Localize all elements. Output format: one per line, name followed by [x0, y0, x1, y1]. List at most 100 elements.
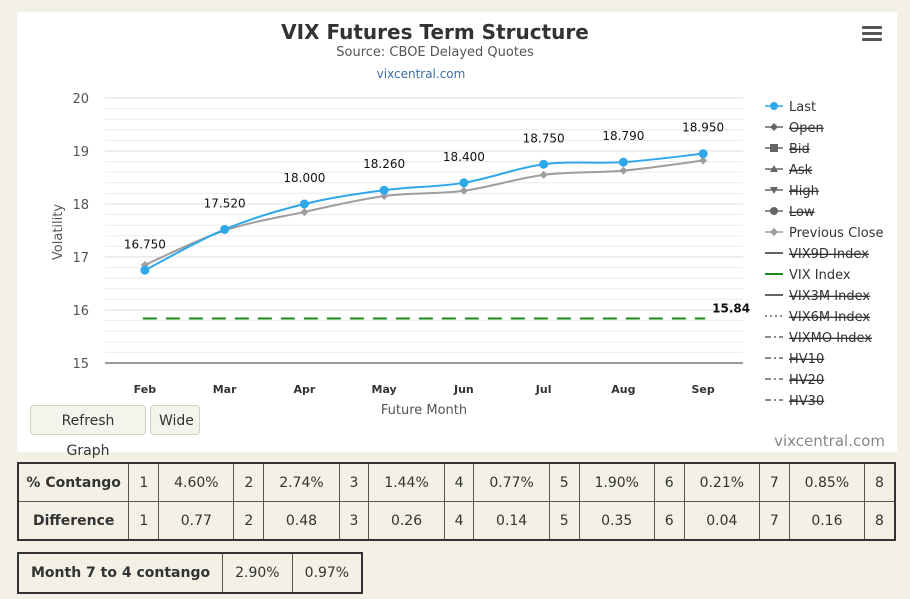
summary-value-cell: 0.97%	[291, 552, 363, 594]
last-data-label: 17.520	[204, 196, 246, 210]
month-index-cell: 3	[338, 501, 370, 541]
x-tick-label: May	[372, 383, 397, 396]
y-tick-label: 19	[72, 145, 89, 160]
x-tick-label: Mar	[213, 383, 237, 396]
value-cell: 0.48	[263, 501, 340, 541]
legend-item-label[interactable]: Open	[789, 121, 824, 136]
last-data-label: 18.950	[682, 121, 724, 135]
month-index-cell: 1	[128, 501, 160, 541]
x-tick-label: Feb	[134, 383, 157, 396]
month-index-cell: 1	[128, 462, 160, 502]
month-index-cell: 6	[653, 462, 685, 502]
y-tick-label: 16	[72, 304, 89, 319]
summary-table: Month 7 to 4 contango 2.90% 0.97%	[17, 552, 364, 594]
value-cell: 1.90%	[578, 462, 655, 502]
legend-item-label[interactable]: HV10	[789, 352, 824, 367]
y-tick-label: 20	[72, 92, 89, 107]
legend-item-label[interactable]: HV30	[789, 394, 824, 409]
last-data-label: 18.400	[443, 150, 485, 164]
chart-panel: VIX Futures Term Structure Source: CBOE D…	[17, 12, 897, 459]
legend-marker	[770, 228, 778, 236]
chart-title: VIX Futures Term Structure	[281, 20, 589, 44]
x-tick-label: Jun	[453, 383, 474, 396]
value-cell: 0.26	[368, 501, 445, 541]
summary-row: Month 7 to 4 contango 2.90% 0.97%	[17, 552, 363, 594]
legend-marker	[770, 187, 778, 194]
wide-button[interactable]: Wide	[150, 405, 200, 435]
contango-table: % Contango 1 4.60% 2 2.74% 3 1.44% 4 0.77% 5 1.90%…	[17, 462, 896, 541]
legend-item-label[interactable]: VIX3M Index	[789, 289, 870, 304]
last-data-label: 18.750	[523, 131, 565, 145]
legend-item-label[interactable]: Previous Close	[789, 226, 884, 241]
legend-marker	[770, 144, 778, 152]
previous-close-point	[539, 170, 548, 179]
legend-item-label[interactable]: VIXMO Index	[789, 331, 872, 346]
last-data-label: 18.000	[283, 171, 325, 185]
row-header: % Contango	[17, 462, 130, 502]
legend-item-label[interactable]: Last	[789, 100, 816, 115]
month-index-cell: 6	[653, 501, 685, 541]
previous-close-line	[144, 159, 704, 266]
value-cell: 4.60%	[158, 462, 235, 502]
value-cell: 0.21%	[683, 462, 760, 502]
x-tick-label: Aug	[611, 383, 635, 396]
refresh-graph-button[interactable]: Refresh Graph	[30, 405, 146, 459]
last-point	[539, 159, 549, 169]
legend-item-label[interactable]: Bid	[789, 142, 810, 157]
value-cell: 0.35	[578, 501, 655, 541]
last-point	[379, 185, 389, 195]
legend-marker	[770, 102, 778, 110]
legend-item-label[interactable]: VIX9D Index	[789, 247, 869, 262]
value-cell: 1.44%	[368, 462, 445, 502]
value-cell: 0.85%	[788, 462, 866, 502]
last-point	[618, 157, 628, 167]
y-axis-title: Volatility	[51, 204, 66, 260]
value-cell: 0.77	[158, 501, 235, 541]
legend-item-label[interactable]: High	[789, 184, 819, 199]
summary-value-cell: 2.90%	[222, 552, 293, 594]
x-tick-label: Apr	[293, 383, 315, 396]
month-index-cell: 4	[443, 462, 475, 502]
x-tick-label: Jul	[535, 383, 552, 396]
month-index-cell: 7	[758, 501, 790, 541]
contango-row: Difference 1 0.77 2 0.48 3 0.26 4 0.14 5 0.35 6 0.04…	[17, 501, 896, 541]
y-tick-label: 15	[72, 357, 89, 372]
value-cell: 0.77%	[473, 462, 550, 502]
legend-item-label[interactable]: VIX6M Index	[789, 310, 870, 325]
credit-link[interactable]: vixcentral.com	[774, 432, 885, 450]
month-index-cell: 2	[233, 501, 265, 541]
previous-close-point	[619, 166, 628, 175]
value-cell: 0.16	[788, 501, 866, 541]
last-data-label: 18.790	[602, 129, 644, 143]
month-index-cell: 8	[864, 501, 896, 541]
y-tick-label: 17	[72, 251, 89, 266]
month-index-cell: 5	[548, 462, 580, 502]
month-index-cell: 2	[233, 462, 265, 502]
legend-item-label[interactable]: HV20	[789, 373, 824, 388]
legend-item-label[interactable]: VIX Index	[789, 268, 851, 283]
y-tick-label: 18	[72, 198, 89, 213]
legend-marker	[770, 123, 778, 131]
summary-header: Month 7 to 4 contango	[17, 552, 224, 594]
value-cell: 0.04	[683, 501, 760, 541]
x-axis-title: Future Month	[381, 403, 467, 418]
month-index-cell: 8	[864, 462, 896, 502]
last-point	[140, 265, 150, 275]
value-cell: 2.74%	[263, 462, 340, 502]
last-data-label: 18.260	[363, 157, 405, 171]
chart-subtitle: Source: CBOE Delayed Quotes	[336, 45, 534, 60]
month-index-cell: 3	[338, 462, 370, 502]
last-data-label: 16.750	[124, 237, 166, 251]
month-index-cell: 4	[443, 501, 475, 541]
last-point	[698, 149, 708, 159]
legend-item-label[interactable]: Ask	[789, 163, 813, 178]
source-link: vixcentral.com	[377, 67, 466, 81]
previous-close-point	[459, 186, 468, 195]
value-cell: 0.14	[473, 501, 550, 541]
menu-icon[interactable]	[862, 26, 882, 42]
last-point	[299, 199, 309, 209]
last-point	[459, 178, 469, 188]
vix-index-label: 15.84	[712, 301, 750, 315]
legend-item-label[interactable]: Low	[789, 205, 815, 220]
